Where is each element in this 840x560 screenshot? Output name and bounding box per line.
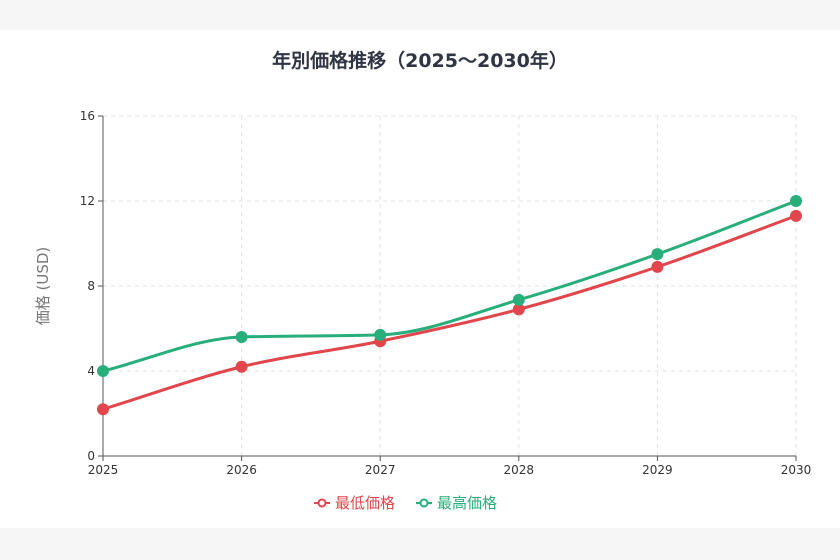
series-line-max — [102, 199, 797, 373]
x-tick-label: 2025 — [88, 463, 119, 477]
data-point-min[interactable] — [651, 260, 664, 273]
x-tick-label: 2027 — [365, 463, 396, 477]
x-tick-label: 2026 — [226, 463, 257, 477]
series-layer — [97, 195, 802, 416]
chart-title: 年別価格推移（2025〜2030年） — [272, 49, 568, 72]
legend-label: 最高価格 — [437, 494, 497, 512]
data-point-max[interactable] — [790, 195, 802, 207]
y-tick-label: 16 — [80, 109, 95, 123]
x-tick-label: 2030 — [781, 463, 812, 477]
legend-label: 最低価格 — [335, 494, 395, 512]
data-point-max[interactable] — [512, 293, 525, 306]
legend-item-min[interactable]: 最低価格 — [314, 494, 395, 512]
legend-item-max[interactable]: 最高価格 — [416, 494, 497, 512]
legend-marker-icon — [317, 498, 327, 508]
y-axis-label: 価格 (USD) — [34, 247, 52, 326]
grid — [103, 115, 797, 456]
legend-marker-icon — [419, 498, 429, 508]
data-point-min[interactable] — [512, 303, 525, 316]
x-ticks: 2025 2026 2027 2028 2029 2030 — [88, 456, 812, 477]
legend[interactable]: 最低価格 最高価格 — [314, 494, 497, 512]
y-ticks: 0 4 8 12 16 — [80, 109, 103, 463]
y-tick-label: 0 — [87, 449, 95, 463]
y-tick-label: 8 — [87, 279, 95, 293]
data-point-max[interactable] — [374, 328, 387, 341]
data-point-max[interactable] — [235, 331, 248, 343]
y-tick-label: 12 — [80, 194, 95, 208]
data-point-min[interactable] — [790, 209, 802, 222]
x-tick-label: 2028 — [504, 463, 535, 477]
x-tick-label: 2029 — [642, 463, 673, 477]
chart-card — [0, 30, 840, 528]
series-line-min — [102, 214, 797, 411]
y-tick-label: 4 — [87, 364, 95, 378]
data-point-min[interactable] — [97, 403, 109, 416]
data-point-min[interactable] — [235, 360, 248, 373]
data-point-max[interactable] — [651, 248, 664, 261]
data-point-max[interactable] — [97, 365, 109, 377]
